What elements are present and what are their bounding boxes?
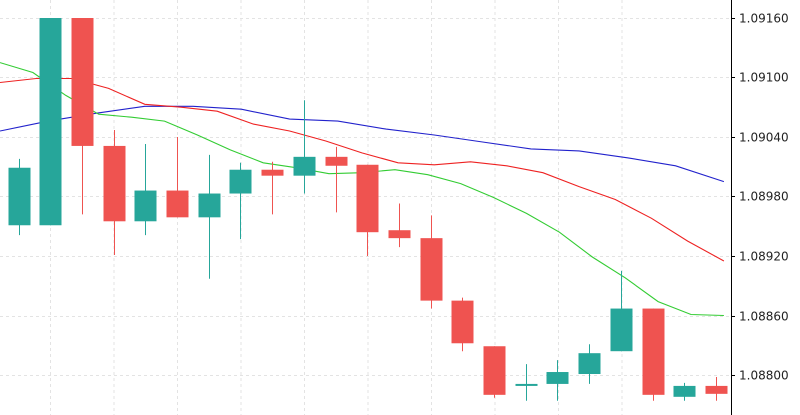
- price-tick-label: 1.08920: [739, 250, 789, 264]
- candle-body: [483, 346, 506, 395]
- candle-body: [356, 164, 379, 233]
- candle: [261, 161, 284, 215]
- price-tick-label: 1.09040: [739, 131, 789, 145]
- candle: [134, 143, 157, 236]
- candle: [451, 297, 474, 352]
- price-tick-label: 1.08800: [739, 369, 789, 383]
- candle: [673, 382, 696, 401]
- candle: [642, 308, 665, 401]
- candle: [388, 203, 411, 248]
- candle: [198, 154, 221, 279]
- candle: [483, 346, 506, 398]
- candle-body: [71, 18, 94, 146]
- candle: [578, 344, 601, 384]
- candle-body: [261, 169, 284, 176]
- candle-body: [198, 193, 221, 218]
- candles: [8, 18, 728, 401]
- candle-body: [293, 156, 316, 176]
- price-tick-label: 1.09100: [739, 71, 789, 85]
- candle-body: [578, 353, 601, 375]
- candle-body: [388, 230, 411, 239]
- candle-body: [420, 238, 443, 301]
- candle: [229, 162, 252, 240]
- candle-body: [103, 145, 126, 222]
- candle: [8, 158, 31, 236]
- candle: [705, 376, 728, 401]
- candle: [293, 100, 316, 194]
- candle-body: [705, 385, 728, 394]
- candle: [356, 164, 379, 256]
- candle: [325, 146, 348, 213]
- candle-body: [546, 372, 569, 384]
- candle-body: [229, 169, 252, 194]
- candle-body: [642, 308, 665, 395]
- candle: [39, 18, 62, 226]
- price-tick-label: 1.09160: [739, 12, 789, 26]
- candle-body: [673, 385, 696, 397]
- candle: [546, 360, 569, 401]
- moving-average-mid-line: [0, 77, 725, 262]
- price-tick-label: 1.08980: [739, 190, 789, 204]
- moving-average-slow-line: [0, 105, 725, 183]
- candle: [610, 270, 633, 352]
- price-tick-label: 1.08860: [739, 310, 789, 324]
- candle-body: [8, 167, 31, 226]
- candle: [71, 18, 94, 215]
- candle-body: [451, 300, 474, 344]
- candle-body: [166, 190, 189, 218]
- candle-body: [610, 308, 633, 352]
- price-axis[interactable]: 1.09160 1.09100 1.09040 1.08980 1.08920 1.088…: [731, 12, 789, 383]
- candle: [166, 137, 189, 218]
- candle-body: [39, 18, 62, 226]
- candle-body: [325, 156, 348, 166]
- candle: [420, 215, 443, 309]
- candle: [515, 364, 538, 401]
- candle: [103, 130, 126, 256]
- candle-body: [515, 383, 538, 386]
- candle-body: [134, 190, 157, 222]
